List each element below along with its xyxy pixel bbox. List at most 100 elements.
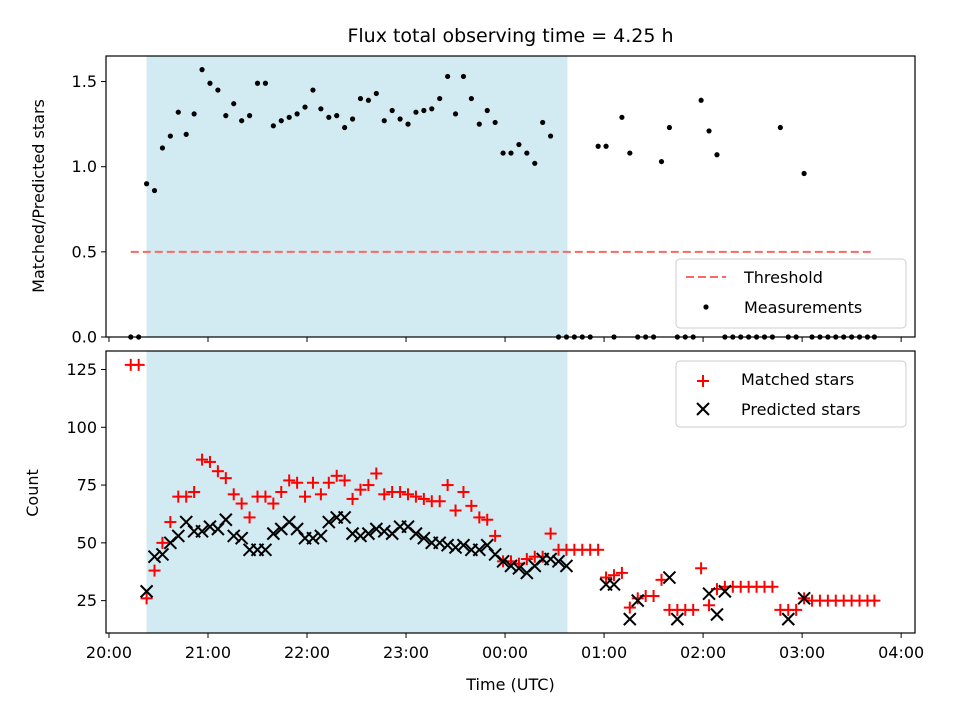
- matched-star-point: [868, 594, 881, 607]
- measurements-legend-marker: [703, 304, 709, 310]
- predicted-star-stroke: [345, 526, 360, 541]
- matched-star-point: [409, 490, 422, 503]
- predicted-star-stroke: [623, 612, 637, 626]
- measurement-point: [239, 118, 245, 124]
- measurement-point: [334, 113, 340, 119]
- measurement-point: [167, 133, 173, 139]
- measurement-point: [437, 95, 443, 102]
- predicted-star-stroke: [139, 584, 154, 599]
- predicted-star-point: [266, 526, 281, 541]
- predicted-star-point: [662, 570, 677, 585]
- bottom-y-axis-ticks: 25 50 75 100 125: [66, 360, 106, 610]
- predicted-star-point: [512, 561, 526, 575]
- y-tick-label: 1.0: [72, 157, 97, 176]
- matched-star-point: [306, 476, 319, 489]
- predicted-star-point: [337, 510, 352, 525]
- predicted-star-point: [504, 559, 518, 573]
- measurement-point: [698, 97, 704, 103]
- matched-star-point: [631, 592, 644, 605]
- measurement-point: [413, 109, 419, 115]
- matched-star-point: [600, 571, 613, 584]
- x-tick-label: 00:00: [482, 643, 528, 662]
- bottom-legend-box: [675, 360, 907, 428]
- matched-star-point: [362, 479, 375, 492]
- measurement-point: [175, 109, 181, 115]
- matched-star-point: [235, 497, 248, 510]
- measurement-point: [532, 160, 538, 166]
- matched-star-point: [790, 603, 803, 616]
- measurement-point: [548, 133, 554, 139]
- matched-star-point: [623, 601, 636, 614]
- predicted-star-point: [432, 536, 447, 550]
- matched-star-point: [338, 474, 351, 487]
- matched-star-point: [481, 513, 494, 526]
- top-legend: Threshold Measurements: [675, 258, 907, 329]
- y-tick-label: 0.5: [72, 242, 97, 261]
- measurement-point: [484, 107, 490, 114]
- predicted-star-point: [171, 529, 185, 543]
- predicted-star-stroke: [559, 559, 574, 573]
- measurement-point: [460, 73, 467, 80]
- matched-star-point: [354, 483, 367, 496]
- matched-star-point: [196, 453, 209, 466]
- predicted-star-stroke: [361, 526, 376, 541]
- measurement-point: [619, 114, 625, 120]
- predicted-star-stroke: [227, 529, 241, 543]
- measurement-point: [421, 107, 427, 114]
- predicted-star-stroke: [448, 540, 463, 555]
- x-tick-label: 03:00: [779, 643, 825, 662]
- predicted-star-point: [781, 612, 795, 626]
- predicted-star-stroke: [472, 543, 487, 557]
- measurement-point: [706, 128, 712, 134]
- predicted-star-point: [258, 543, 273, 557]
- measurement-point: [666, 124, 673, 131]
- predicted-star-point: [377, 524, 391, 539]
- predicted-star-stroke: [702, 586, 716, 601]
- measurement-point: [476, 121, 482, 127]
- predicted-stars-series: [139, 510, 811, 626]
- measurement-point: [357, 95, 364, 102]
- x-tick-label: 20:00: [86, 643, 132, 662]
- predicted-star-stroke: [401, 519, 415, 534]
- predicted-star-point: [361, 526, 376, 541]
- y-tick-label: 1.5: [72, 72, 97, 91]
- predicted-star-point: [409, 526, 423, 541]
- matched-star-point: [227, 488, 240, 501]
- measurement-point: [278, 118, 284, 124]
- predicted-star-point: [631, 593, 645, 608]
- y-tick-label: 25: [77, 591, 97, 610]
- legend-predicted: Predicted stars: [741, 400, 861, 419]
- matched-star-point: [299, 490, 312, 503]
- matched-star-point: [346, 492, 359, 505]
- predicted-star-stroke: [631, 593, 645, 608]
- predicted-star-point: [559, 559, 574, 573]
- predicted-star-point: [369, 522, 384, 536]
- predicted-star-stroke: [322, 515, 336, 529]
- predicted-star-point: [147, 550, 162, 564]
- measurement-point: [468, 95, 474, 102]
- predicted-star-point: [227, 529, 241, 543]
- predicted-star-stroke: [551, 554, 566, 569]
- matched-star-point: [441, 479, 454, 492]
- x-tick-label: 04:00: [878, 643, 924, 662]
- predicted-star-stroke: [512, 561, 526, 575]
- predicted-star-stroke: [440, 538, 455, 552]
- measurement-point: [714, 152, 720, 158]
- matched-star-point: [203, 455, 216, 468]
- matched-star-point: [314, 488, 327, 501]
- matched-star-point: [536, 550, 549, 563]
- measurement-point: [254, 80, 261, 86]
- bottom-plot-frame: [105, 350, 916, 634]
- predicted-star-point: [203, 519, 217, 534]
- measurement-point: [801, 170, 807, 177]
- predicted-star-stroke: [480, 538, 494, 552]
- predicted-star-point: [456, 538, 471, 552]
- predicted-star-stroke: [219, 513, 233, 527]
- top-observing-span: [146, 56, 568, 337]
- matched-star-point: [259, 490, 272, 503]
- matched-star-point: [394, 486, 407, 498]
- matched-star-point: [370, 467, 383, 480]
- measurement-point: [231, 101, 237, 107]
- x-tick-label: 23:00: [383, 643, 429, 662]
- matched-star-point: [132, 358, 145, 371]
